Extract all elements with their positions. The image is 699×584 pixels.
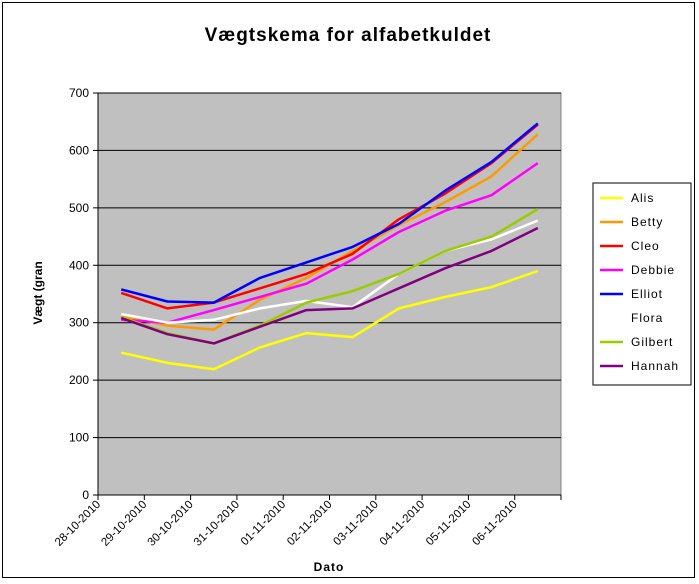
x-tick-label: 03-11-2010 [331,499,380,548]
x-tick-label: 01-11-2010 [239,499,288,548]
x-tick-label: 04-11-2010 [378,499,427,548]
y-tick-label: 400 [69,258,89,272]
y-tick-label: 0 [82,488,89,502]
plot-area [97,92,562,496]
plot-background [97,92,562,496]
legend-label: Gilbert [631,335,673,349]
legend-label: Flora [631,311,663,325]
chart-title: Vægtskema for alfabetkuldet [205,25,492,46]
legend-label: Elliot [631,287,663,301]
y-tick-label: 200 [69,373,89,387]
x-tick-label: 29-10-2010 [99,499,149,549]
series-layer [120,122,539,371]
x-tick-label: 02-11-2010 [285,499,334,548]
legend-label: Alis [631,191,654,205]
y-tick-label: 700 [69,86,89,100]
series-line-cleo [120,123,539,310]
x-tick-label: 05-11-2010 [424,499,473,548]
y-axis-label: Vægt (gran [31,261,45,324]
y-tick-label: 500 [69,201,89,215]
x-tick-label: 28-10-2010 [53,499,103,549]
legend-label: Hannah [631,359,679,373]
y-tick-label: 100 [69,431,89,445]
x-axis-label: Dato [314,560,345,574]
legend-label: Betty [631,215,663,229]
legend: Alis Betty Cleo Debbie Elliot Flora Gilbert Han… [592,182,692,386]
y-axis: 0 100 200 300 400 500 600 700 [69,86,99,502]
legend-box [592,182,692,386]
series-line-elliot [120,122,539,304]
series-line-hannah [120,226,539,345]
series-line-alis [120,269,539,371]
y-tick-label: 600 [69,143,89,157]
x-tick-label: 31-10-2010 [192,499,242,549]
x-tick-label: 06-11-2010 [470,499,519,548]
chart-frame: Vægtskema for alfabetkuldet 0 100 200 300 40… [2,2,695,578]
x-tick-label: 30-10-2010 [146,499,196,549]
legend-label: Debbie [631,263,675,277]
legend-label: Cleo [631,239,660,253]
x-axis: 28-10-201029-10-201030-10-201031-10-2010… [53,494,562,549]
y-tick-label: 300 [69,316,89,330]
series-line-debbie [121,162,539,324]
series-line-flora [120,219,539,324]
chart-svg: Vægtskema for alfabetkuldet 0 100 200 300 40… [31,25,692,574]
